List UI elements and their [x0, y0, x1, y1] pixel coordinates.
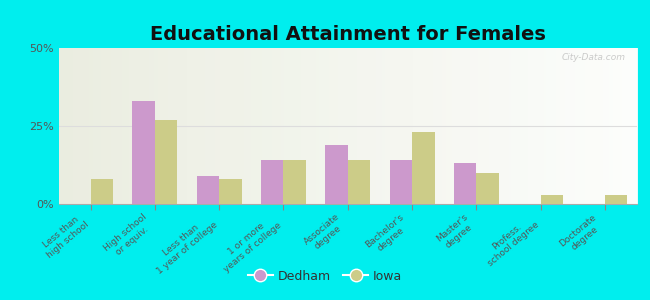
Bar — [389, 160, 412, 204]
Bar — [261, 160, 283, 204]
Bar — [219, 179, 242, 204]
Title: Educational Attainment for Females: Educational Attainment for Females — [150, 25, 546, 44]
Bar — [454, 164, 476, 204]
Text: City-Data.com: City-Data.com — [562, 53, 625, 62]
Bar — [476, 173, 499, 204]
Bar — [90, 179, 113, 204]
Bar — [541, 195, 563, 204]
Bar — [348, 160, 370, 204]
Bar — [197, 176, 219, 204]
Bar — [412, 132, 434, 204]
Bar — [133, 101, 155, 204]
Bar — [283, 160, 306, 204]
Bar — [605, 195, 627, 204]
Bar — [155, 120, 177, 204]
Bar — [325, 145, 348, 204]
Legend: Dedham, Iowa: Dedham, Iowa — [242, 265, 408, 288]
